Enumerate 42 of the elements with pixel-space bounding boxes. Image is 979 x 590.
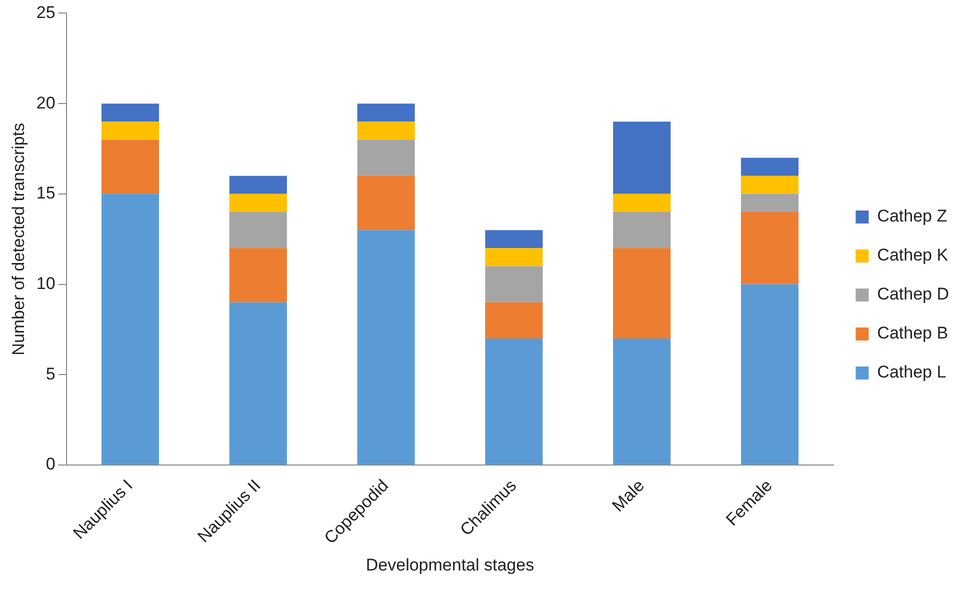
legend-label: Cathep D	[877, 284, 950, 304]
bar	[613, 212, 671, 248]
bar	[101, 122, 160, 140]
bar	[229, 212, 287, 248]
bar	[229, 248, 287, 302]
y-tick-label: 0	[46, 454, 56, 474]
bar	[740, 194, 799, 212]
bar	[357, 176, 415, 230]
bar	[740, 212, 799, 284]
legend-label: Cathep Z	[877, 206, 948, 226]
bar	[229, 194, 287, 212]
bar	[357, 230, 415, 465]
y-tick-label: 20	[36, 93, 56, 112]
bar	[101, 140, 160, 194]
bar	[485, 230, 543, 248]
legend-label: Cathep K	[877, 246, 949, 265]
bar	[740, 176, 799, 194]
bar	[485, 248, 543, 266]
bar	[357, 140, 415, 176]
bar	[229, 302, 287, 465]
bar	[613, 248, 671, 339]
bar	[613, 338, 671, 465]
bar	[613, 122, 671, 194]
x-axis-title: Developmental stages	[366, 555, 534, 574]
bar	[485, 266, 543, 302]
bar	[740, 284, 799, 465]
bar	[357, 104, 415, 122]
bar	[101, 194, 160, 465]
legend-label: Cathep L	[877, 362, 946, 382]
bar	[229, 176, 287, 194]
bar	[357, 122, 415, 140]
y-tick-label: 15	[36, 184, 56, 203]
bar	[485, 302, 543, 339]
legend-label: Cathep B	[877, 324, 948, 343]
y-axis-title: Number of detected transcripts	[8, 122, 28, 356]
bar	[485, 338, 543, 465]
bar	[613, 194, 671, 212]
y-tick-label: 5	[46, 364, 56, 384]
y-tick-label: 25	[36, 2, 56, 22]
bar	[740, 158, 799, 176]
bar	[101, 104, 160, 122]
y-tick-label: 10	[36, 274, 56, 293]
